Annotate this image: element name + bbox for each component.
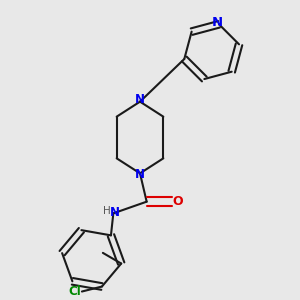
- Text: O: O: [172, 195, 183, 208]
- Text: N: N: [135, 94, 145, 106]
- Text: N: N: [212, 16, 223, 29]
- Text: H: H: [103, 206, 111, 216]
- Text: N: N: [110, 206, 120, 219]
- Text: N: N: [135, 169, 145, 182]
- Text: Cl: Cl: [68, 285, 81, 298]
